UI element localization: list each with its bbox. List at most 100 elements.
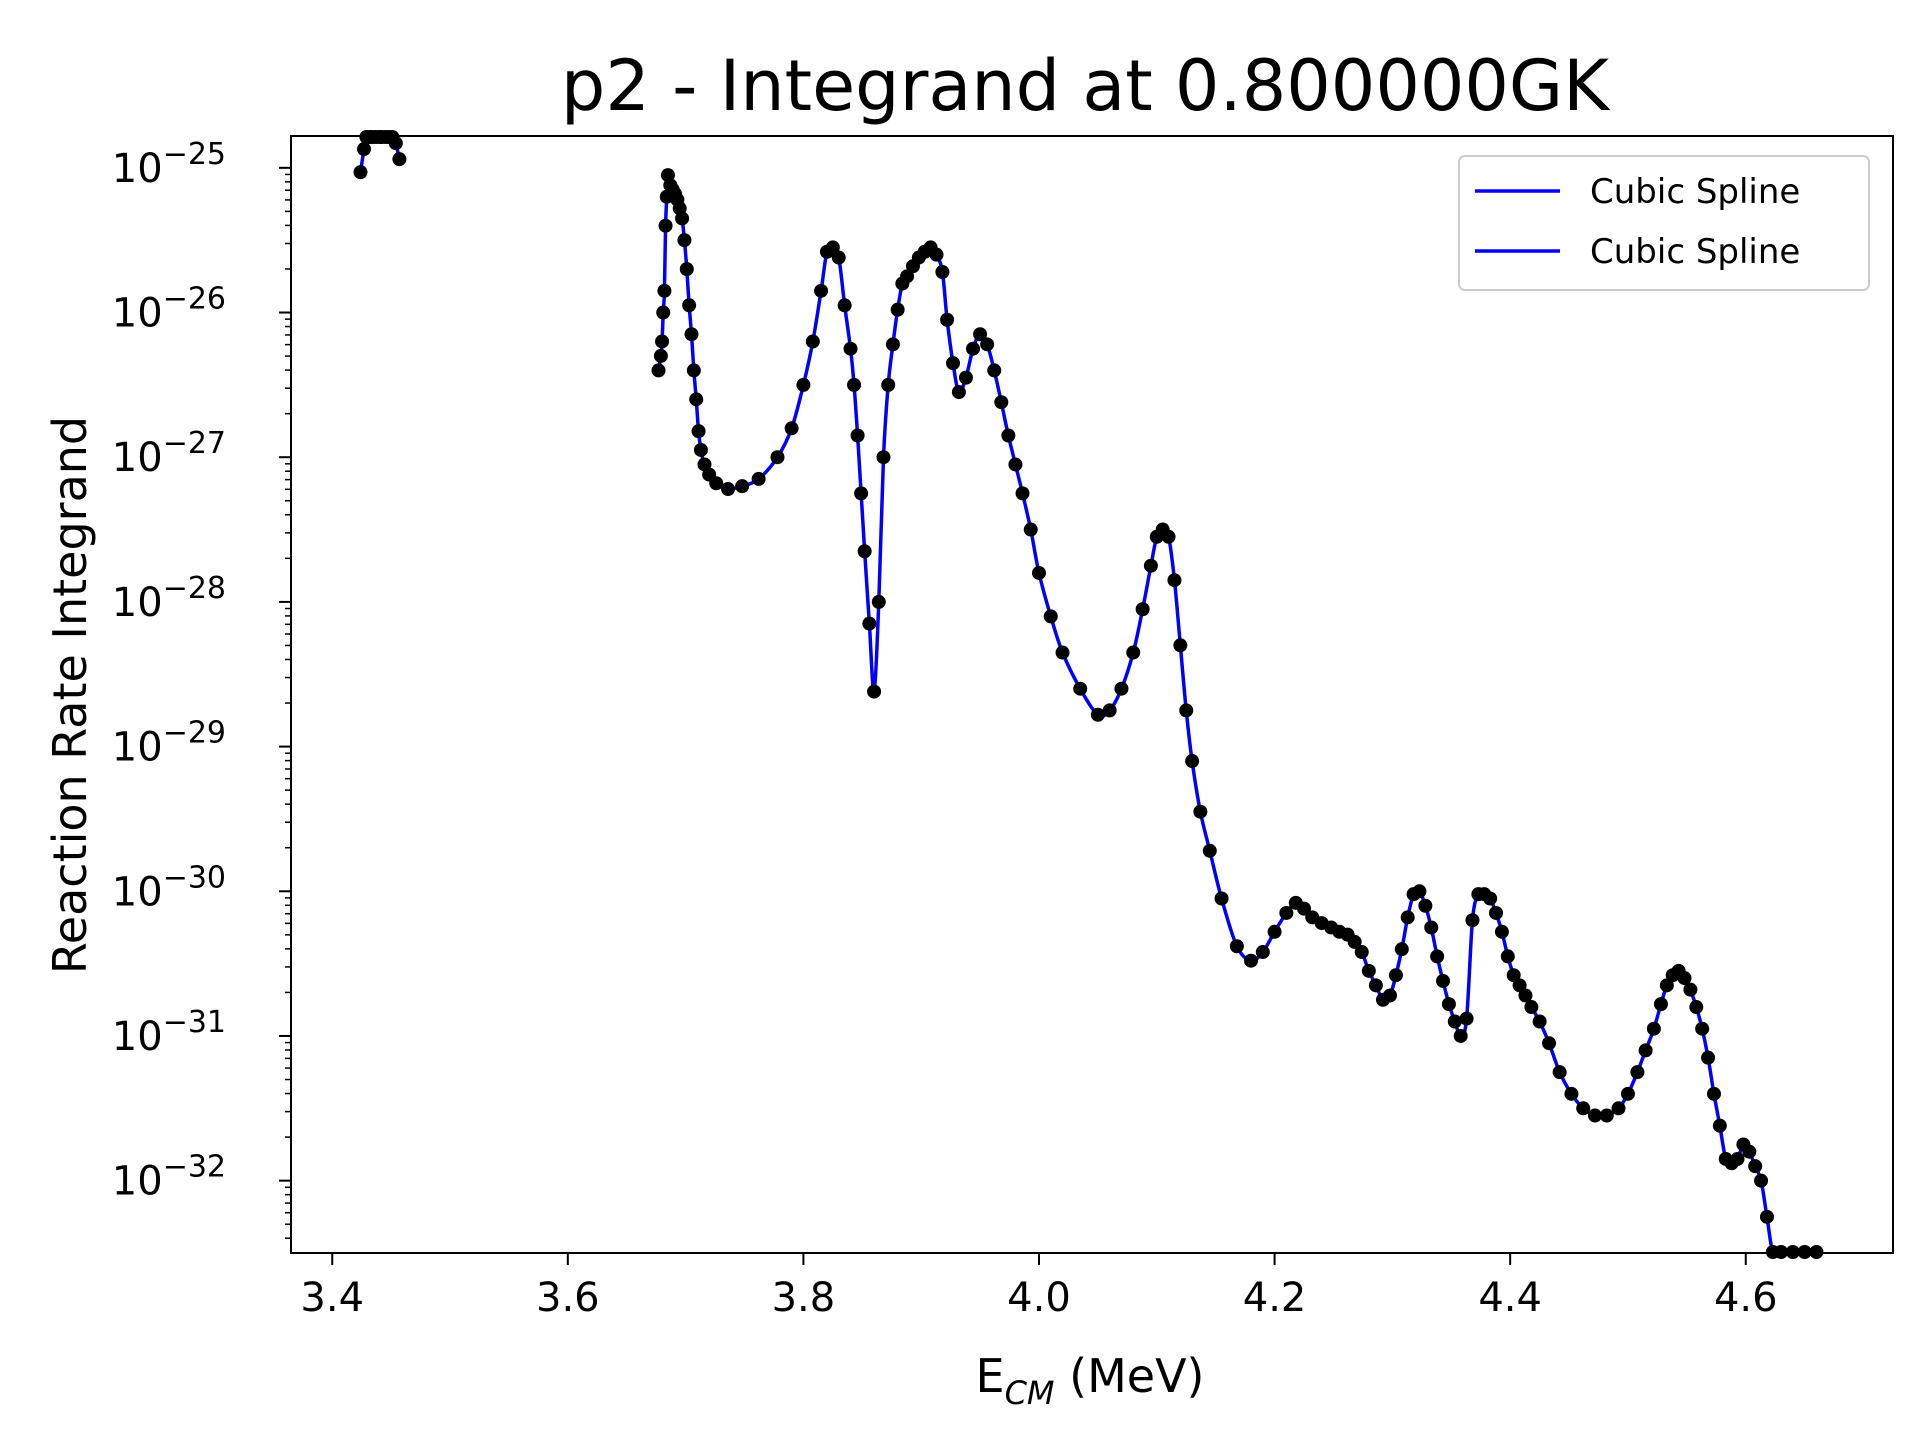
y-tick-label: 10−28 [112, 571, 226, 626]
data-point [1347, 934, 1362, 949]
y-tick-base: 10 [112, 291, 163, 337]
y-tick-exponent: −32 [163, 1150, 226, 1185]
y-tick-exponent: −26 [163, 282, 226, 317]
data-point [857, 544, 872, 559]
data-point [1102, 703, 1117, 718]
data-point [935, 265, 950, 280]
data-point [1465, 913, 1480, 928]
data-point [1532, 1014, 1547, 1029]
data-point [890, 302, 905, 317]
data-point [1441, 997, 1456, 1012]
data-point [1161, 529, 1176, 544]
data-point [1695, 1021, 1710, 1036]
data-point [1587, 1108, 1602, 1123]
axes-frame [290, 135, 1894, 1254]
x-tick-label: 4.0 [1007, 1275, 1071, 1321]
data-point [1361, 963, 1376, 978]
data-point [1412, 884, 1427, 899]
data-point [1689, 1000, 1704, 1015]
data-point [973, 327, 988, 342]
data-point [1759, 1209, 1774, 1224]
data-point [1638, 1043, 1653, 1058]
data-point [1135, 602, 1150, 617]
data-point [1394, 942, 1409, 957]
x-axis-label-subscript: CM [1005, 1374, 1055, 1412]
data-point [770, 450, 785, 465]
data-point [675, 211, 690, 226]
data-point [946, 356, 961, 371]
data-point [1383, 988, 1398, 1003]
data-point [653, 348, 668, 363]
data-point [1706, 1086, 1721, 1101]
data-point [388, 136, 403, 151]
y-tick-label: 10−25 [112, 137, 226, 192]
y-tick-base: 10 [112, 435, 163, 481]
y-tick-exponent: −30 [163, 860, 226, 895]
data-point [1512, 978, 1527, 993]
data-point [854, 486, 869, 501]
data-point [871, 594, 886, 609]
data-point [1143, 558, 1158, 573]
data-point [1552, 1065, 1567, 1080]
x-axis-label: ECM (MeV) [975, 1349, 1204, 1412]
data-point [679, 262, 694, 277]
data-point [1730, 1151, 1745, 1166]
x-axis-label-main: E [975, 1349, 1004, 1403]
data-point [966, 341, 981, 356]
data-point [1518, 988, 1533, 1003]
data-point [825, 240, 840, 255]
data-point [1459, 1011, 1474, 1026]
data-point [1712, 1118, 1727, 1133]
data-point [1524, 1000, 1539, 1015]
y-tick-base: 10 [112, 1159, 163, 1205]
data-point [1436, 973, 1451, 988]
data-point [1542, 1036, 1557, 1051]
data-point [689, 392, 704, 407]
x-axis: 3.4 3.6 3.8 4.0 4.2 4.4 4.6 [300, 1253, 1778, 1321]
data-point [847, 377, 862, 392]
y-tick-label: 10−30 [112, 860, 226, 915]
y-tick-label: 10−26 [112, 282, 226, 337]
data-point [1279, 905, 1294, 920]
data-point [1244, 953, 1259, 968]
y-tick-exponent: −27 [163, 426, 226, 461]
data-point [1008, 457, 1023, 472]
data-point [1489, 905, 1504, 920]
data-point [831, 250, 846, 265]
data-point [1167, 573, 1182, 588]
data-point [1173, 638, 1188, 653]
data-point [656, 305, 671, 320]
data-point [1126, 645, 1141, 660]
data-point [805, 334, 820, 349]
data-point [987, 363, 1002, 378]
data-point [1564, 1086, 1579, 1101]
series-points [353, 130, 1824, 1259]
data-point [392, 152, 407, 167]
data-point [1599, 1108, 1614, 1123]
data-point [1500, 949, 1515, 964]
legend-label: Cubic Spline [1590, 232, 1800, 272]
data-point [1179, 703, 1194, 718]
data-point [1015, 486, 1030, 501]
y-tick-label: 10−31 [112, 1005, 226, 1060]
x-tick-label: 4.2 [1243, 1275, 1307, 1321]
data-point [814, 283, 829, 298]
data-point [900, 269, 915, 284]
data-point [1742, 1144, 1757, 1159]
chart-title: p2 - Integrand at 0.800000GK [561, 45, 1611, 127]
y-axis-label: Reaction Rate Integrand [43, 416, 97, 974]
data-point [357, 142, 372, 157]
y-tick-label: 10−27 [112, 426, 226, 481]
data-point [1114, 681, 1129, 696]
data-point [1653, 997, 1668, 1012]
data-point [862, 616, 877, 631]
data-point [751, 471, 766, 486]
data-point [876, 450, 891, 465]
data-point [940, 312, 955, 327]
data-point [677, 233, 692, 248]
data-point [1267, 924, 1282, 939]
data-point [1055, 645, 1070, 660]
data-point [1494, 924, 1509, 939]
